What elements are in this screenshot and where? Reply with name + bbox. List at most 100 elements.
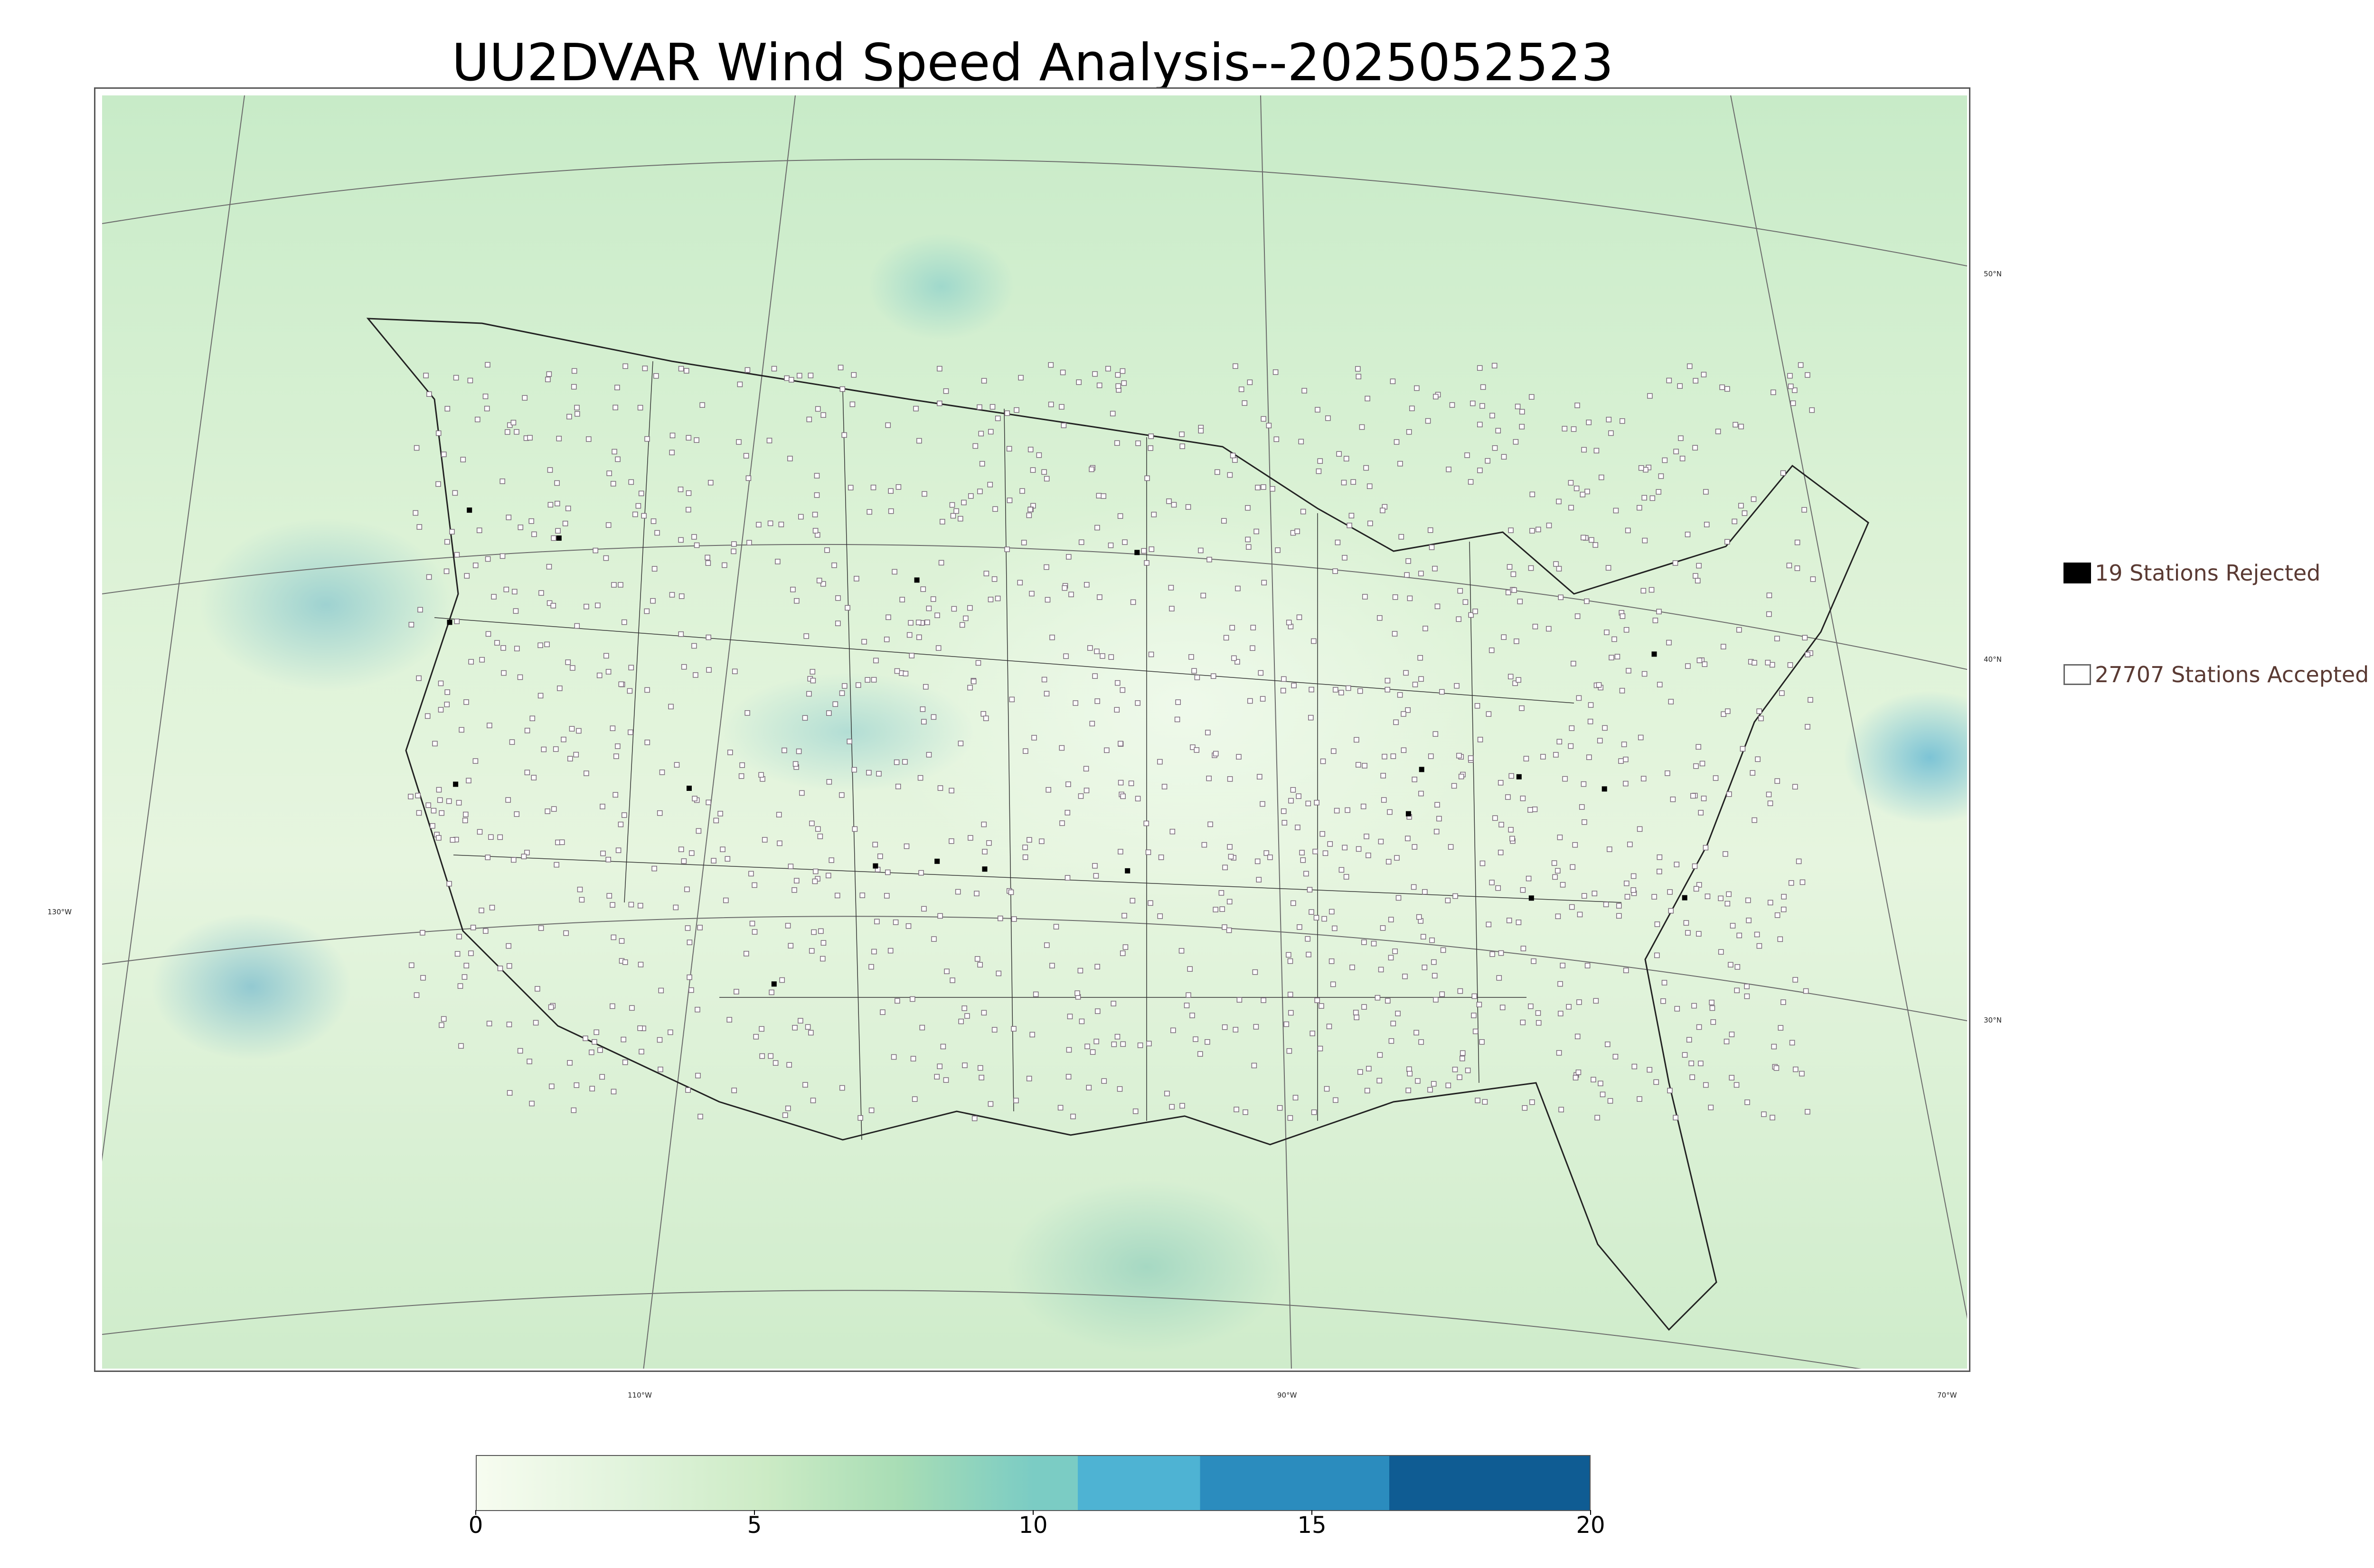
station-accepted-marker (613, 753, 619, 759)
station-accepted-marker (1093, 873, 1099, 879)
station-accepted-marker (684, 368, 689, 374)
station-accepted-marker (1620, 418, 1625, 424)
station-accepted-marker (1723, 851, 1728, 857)
station-accepted-marker (1254, 858, 1261, 864)
station-accepted-marker (1790, 400, 1796, 406)
station-accepted-marker (1621, 742, 1627, 747)
station-accepted-marker (668, 1029, 673, 1035)
colorbar-tick-2: 10 (1018, 1512, 1048, 1539)
station-accepted-marker (1092, 863, 1098, 869)
station-accepted-marker (923, 684, 929, 690)
station-accepted-marker (961, 499, 967, 506)
station-accepted-marker (1774, 778, 1780, 784)
station-accepted-marker (950, 513, 956, 519)
wind-speed-map[interactable] (102, 95, 1967, 1369)
station-accepted-marker (983, 715, 989, 721)
station-accepted-marker (802, 715, 808, 721)
station-accepted-marker (1433, 394, 1439, 400)
station-accepted-marker (669, 450, 675, 455)
station-accepted-marker (1261, 997, 1266, 1003)
station-accepted-marker (1738, 423, 1744, 430)
station-accepted-marker (1512, 680, 1518, 686)
station-accepted-marker (535, 986, 540, 992)
accepted-swatch (2063, 664, 2091, 685)
station-accepted-marker (1692, 863, 1698, 869)
station-accepted-marker (777, 840, 782, 846)
station-accepted-marker (913, 405, 919, 412)
station-accepted-marker (1041, 676, 1047, 683)
station-accepted-marker (1148, 651, 1154, 657)
station-accepted-marker (1766, 611, 1772, 617)
station-accepted-marker (435, 430, 442, 436)
station-accepted-marker (1457, 1074, 1462, 1080)
station-accepted-marker (1306, 951, 1311, 958)
station-accepted-marker (1465, 1068, 1471, 1073)
station-accepted-marker (1642, 537, 1648, 544)
station-accepted-marker (1777, 936, 1783, 942)
station-accepted-marker (1083, 766, 1089, 772)
station-accepted-marker (454, 951, 461, 957)
station-accepted-marker (1620, 613, 1626, 619)
station-accepted-marker (1786, 563, 1792, 568)
station-accepted-marker (1656, 489, 1661, 495)
station-accepted-marker (1019, 488, 1025, 494)
station-accepted-marker (981, 378, 987, 384)
station-accepted-marker (894, 759, 900, 765)
station-accepted-marker (1587, 719, 1593, 724)
station-accepted-marker (1385, 859, 1392, 864)
station-accepted-marker (1641, 671, 1648, 677)
station-accepted-marker (1689, 1074, 1695, 1080)
station-accepted-marker (810, 677, 816, 684)
station-accepted-marker (638, 902, 643, 909)
station-accepted-marker (1799, 1070, 1805, 1077)
station-accepted-marker (1065, 875, 1071, 881)
station-accepted-marker (1640, 588, 1647, 594)
station-accepted-marker (1356, 846, 1362, 852)
station-accepted-marker (909, 653, 915, 658)
station-accepted-marker (571, 384, 577, 390)
station-accepted-marker (1148, 433, 1154, 439)
station-accepted-marker (637, 1025, 643, 1031)
station-accepted-marker (950, 977, 955, 983)
station-accepted-marker (1210, 673, 1216, 679)
station-accepted-marker (531, 531, 537, 537)
station-accepted-marker (970, 678, 977, 685)
station-accepted-marker (1349, 964, 1355, 970)
station-accepted-marker (1151, 512, 1157, 517)
station-accepted-marker (527, 1059, 532, 1064)
station-accepted-marker (468, 950, 474, 956)
station-accepted-marker (1145, 849, 1151, 855)
station-accepted-marker (603, 653, 609, 659)
station-accepted-marker (1096, 382, 1102, 388)
station-accepted-marker (975, 660, 981, 666)
station-accepted-marker (614, 385, 620, 391)
station-accepted-marker (507, 963, 512, 969)
station-accepted-marker (1061, 423, 1067, 428)
station-rejected-marker (556, 535, 562, 541)
station-accepted-marker (1719, 384, 1725, 390)
station-accepted-marker (910, 1056, 916, 1061)
station-accepted-marker (1703, 489, 1709, 495)
station-accepted-marker (618, 582, 623, 588)
station-accepted-marker (1599, 474, 1604, 480)
station-accepted-marker (1673, 449, 1679, 454)
station-accepted-marker (460, 457, 466, 462)
station-accepted-marker (1429, 937, 1435, 943)
station-accepted-marker (891, 1054, 897, 1060)
station-accepted-marker (812, 512, 818, 517)
station-accepted-marker (573, 751, 579, 758)
station-accepted-marker (1275, 547, 1281, 553)
station-accepted-marker (1187, 966, 1193, 972)
station-accepted-marker (1519, 705, 1525, 711)
station-accepted-marker (1300, 857, 1306, 863)
station-accepted-marker (654, 530, 660, 536)
station-accepted-marker (687, 974, 692, 980)
station-accepted-marker (1104, 747, 1110, 753)
station-accepted-marker (921, 719, 927, 725)
colorbar-tickmark-3 (1311, 1510, 1312, 1515)
station-accepted-marker (522, 395, 528, 401)
station-accepted-marker (454, 552, 460, 558)
station-accepted-marker (814, 492, 820, 498)
station-accepted-marker (1580, 491, 1586, 498)
station-accepted-marker (1335, 539, 1341, 545)
